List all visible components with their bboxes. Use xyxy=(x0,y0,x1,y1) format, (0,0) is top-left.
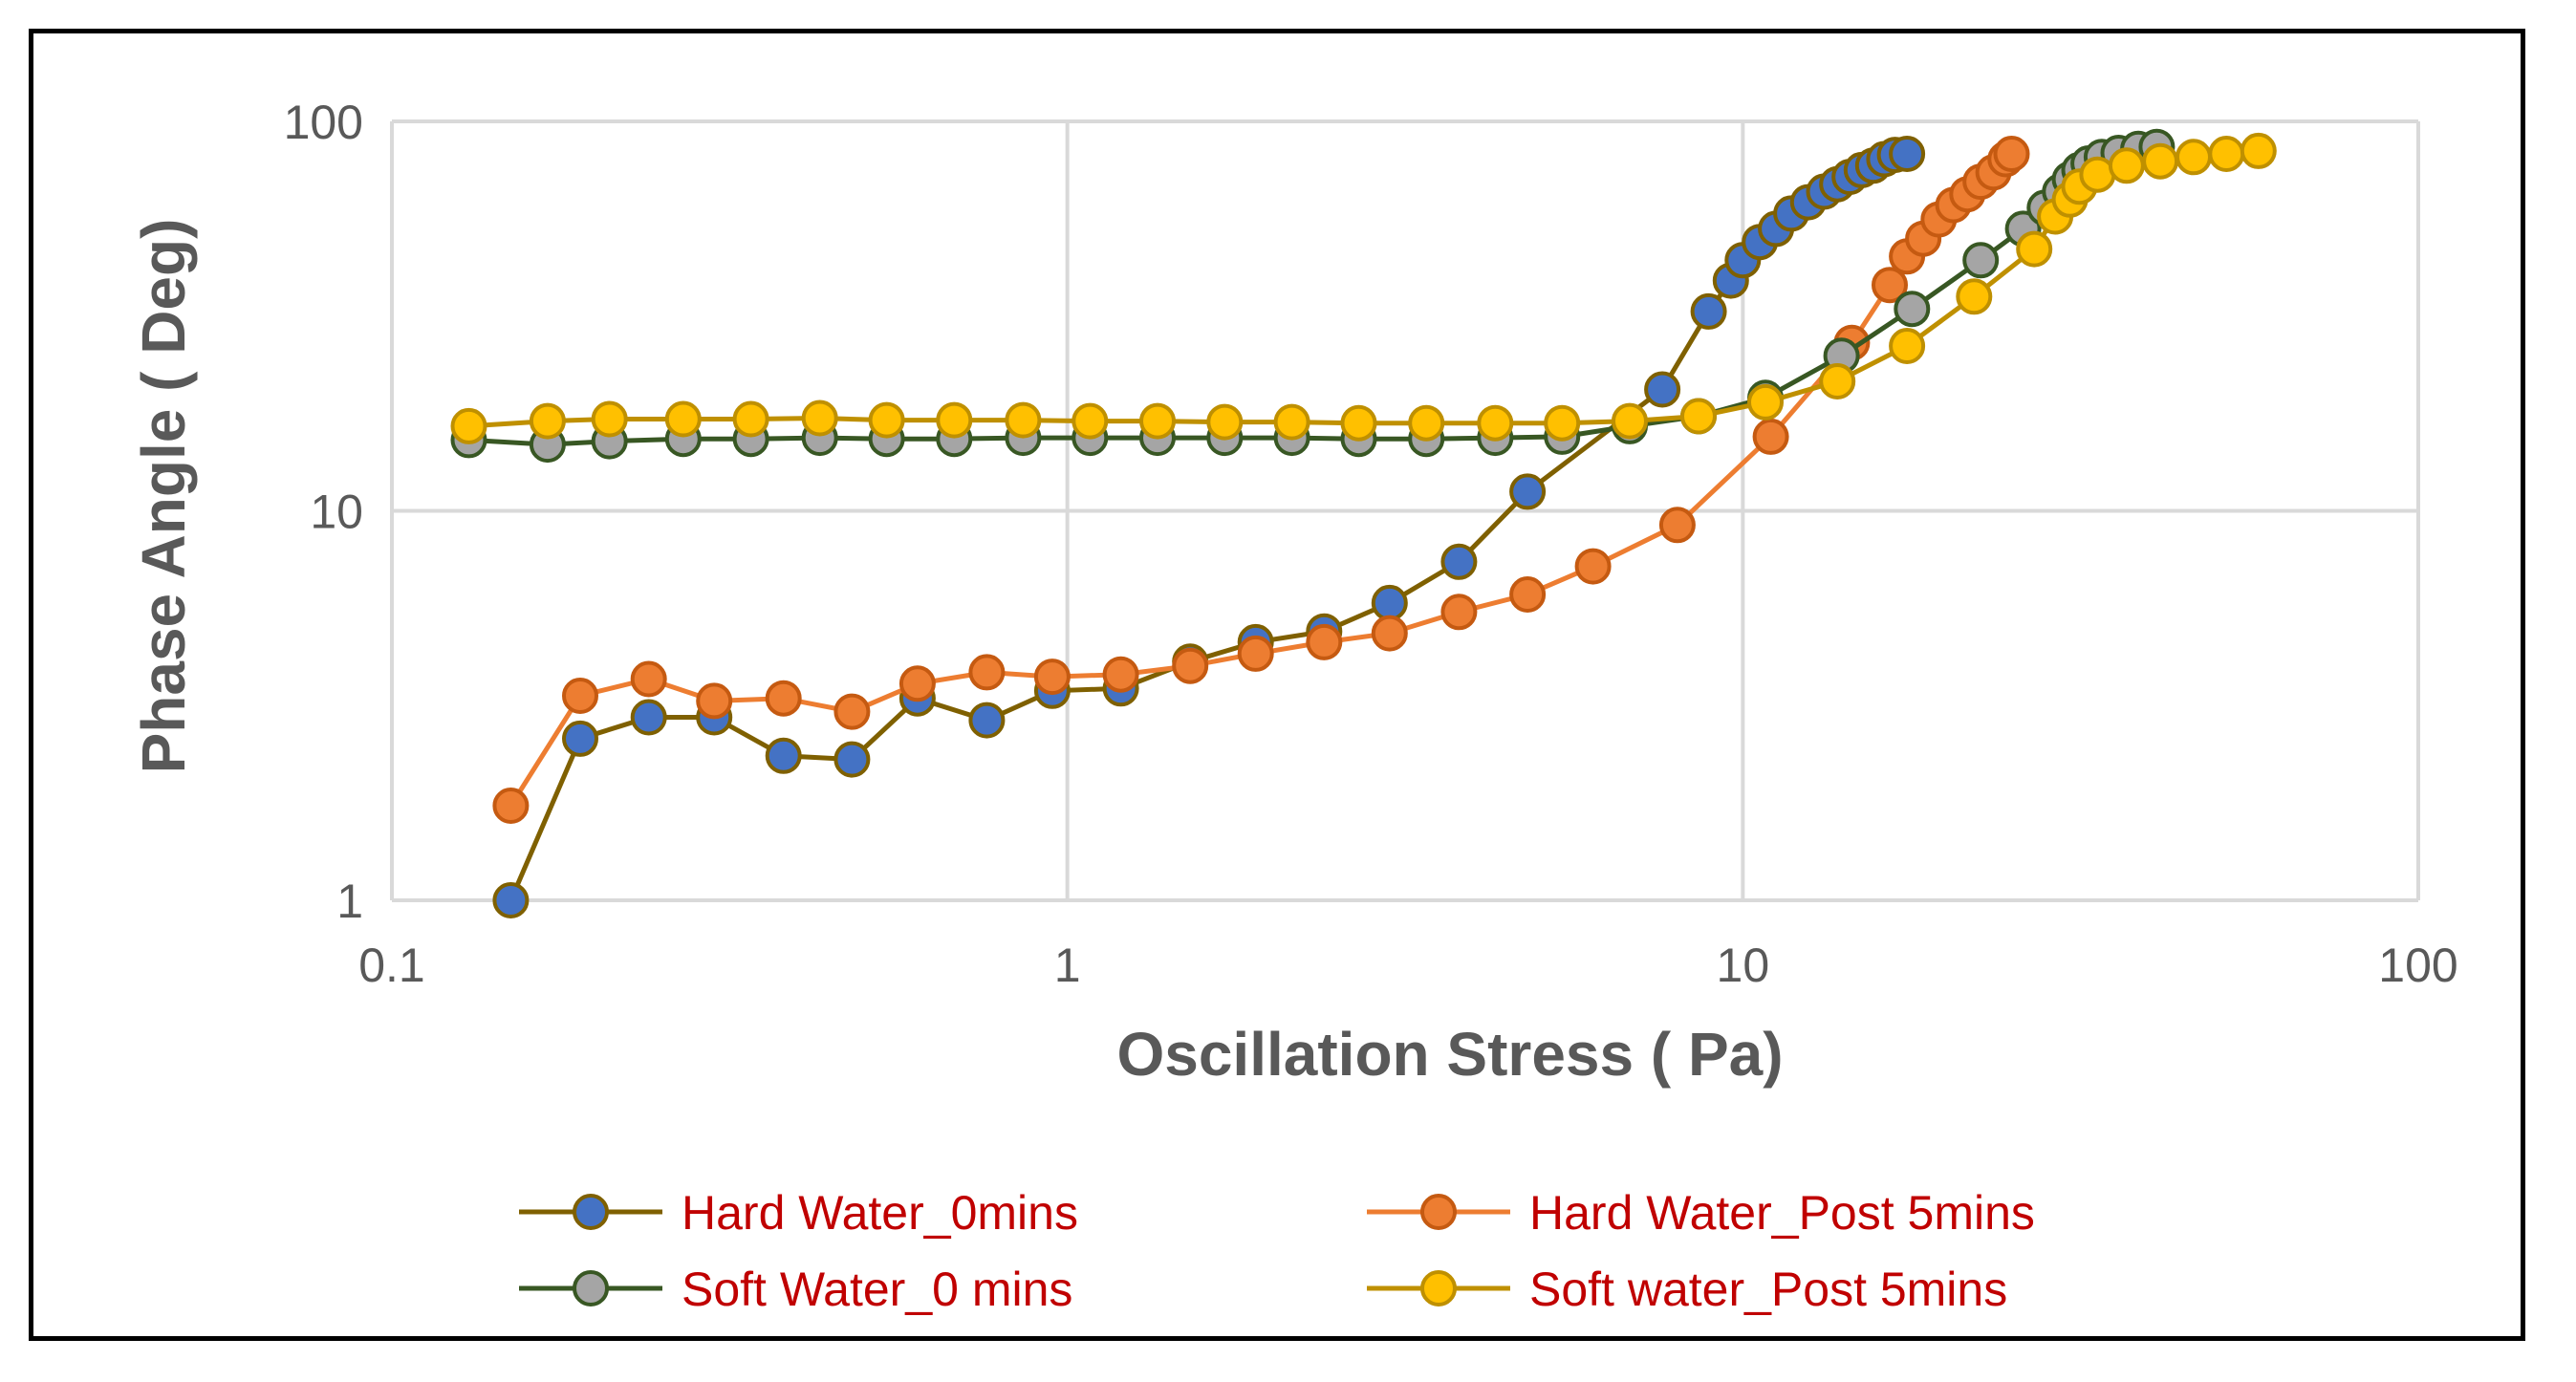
x-tick-label: 1 xyxy=(1054,939,1081,992)
x-tick-label: 0.1 xyxy=(358,939,425,992)
data-point xyxy=(562,678,598,714)
data-point xyxy=(1612,402,1648,440)
data-point xyxy=(1237,635,1274,672)
data-point xyxy=(968,702,1006,739)
chart-frame: 0.1 1 10 100 1 10 100 Oscillation Stress ( Pa)… xyxy=(29,29,2525,1341)
series-layer xyxy=(450,128,2277,918)
data-point xyxy=(630,699,667,736)
legend-label: Hard Water_0mins xyxy=(682,1186,1078,1240)
data-point xyxy=(1956,278,1993,315)
data-point xyxy=(664,400,702,438)
series-4 xyxy=(450,132,2277,444)
data-point xyxy=(1819,363,1856,399)
legend-item: Hard Water_Post 5mins xyxy=(1367,1186,2035,1240)
data-point xyxy=(898,665,936,702)
data-point xyxy=(801,399,838,437)
data-point xyxy=(1371,584,1408,621)
data-point xyxy=(1509,473,1547,510)
legend-marker xyxy=(573,1270,609,1306)
data-point xyxy=(2016,230,2053,268)
data-point xyxy=(1371,615,1408,652)
data-point xyxy=(630,660,667,698)
ticks-layer: 0.1 1 10 100 1 10 100 xyxy=(284,96,2458,992)
data-point xyxy=(1993,136,2030,172)
y-tick-label: 100 xyxy=(284,96,363,149)
data-point xyxy=(1102,656,1139,693)
legend-marker xyxy=(1420,1270,1457,1306)
data-point xyxy=(1306,623,1343,660)
data-point xyxy=(2142,142,2179,180)
data-point xyxy=(1747,383,1784,421)
data-point xyxy=(1273,403,1310,441)
data-point xyxy=(1072,402,1109,440)
data-point xyxy=(562,720,598,757)
data-point xyxy=(968,654,1006,691)
data-point xyxy=(529,402,566,440)
data-point xyxy=(732,400,769,438)
data-point xyxy=(2176,139,2212,176)
series-2 xyxy=(492,136,2030,824)
data-point xyxy=(936,401,973,439)
data-point xyxy=(1889,328,1926,364)
series-line xyxy=(509,152,2014,808)
y-axis-title: Phase Angle ( Deg) xyxy=(129,219,198,774)
series-1 xyxy=(492,136,1926,918)
data-point xyxy=(1033,659,1071,696)
data-point xyxy=(696,682,733,720)
series-line xyxy=(509,151,1908,901)
data-point xyxy=(1172,647,1209,684)
data-point xyxy=(833,741,871,778)
legend-marker xyxy=(573,1194,609,1230)
data-point xyxy=(1440,543,1478,580)
legend-marker xyxy=(1420,1194,1457,1230)
x-axis-title: Oscillation Stress ( Pa) xyxy=(1116,1020,1783,1089)
data-point xyxy=(492,882,530,918)
series-3 xyxy=(450,128,2176,464)
data-point xyxy=(1690,292,1727,330)
data-point xyxy=(2108,147,2145,184)
data-point xyxy=(765,737,802,774)
data-point xyxy=(2208,136,2245,172)
data-point xyxy=(765,680,802,717)
x-tick-label: 100 xyxy=(2378,939,2457,992)
y-tick-label: 1 xyxy=(336,875,363,928)
data-point xyxy=(1894,291,1931,328)
grid-layer xyxy=(390,119,2420,902)
legend-label: Hard Water_Post 5mins xyxy=(1529,1186,2035,1240)
data-point xyxy=(1872,267,1908,304)
data-point xyxy=(1408,404,1445,442)
data-point xyxy=(1889,136,1926,172)
data-point xyxy=(868,401,905,439)
legend-label: Soft Water_0 mins xyxy=(682,1263,1072,1316)
data-point xyxy=(1962,242,2000,279)
data-point xyxy=(1005,401,1042,439)
chart-svg: 0.1 1 10 100 1 10 100 Oscillation Stress ( Pa)… xyxy=(129,96,2458,1316)
data-point xyxy=(1752,418,1789,455)
y-tick-label: 10 xyxy=(310,486,363,539)
data-point xyxy=(2240,132,2277,169)
data-point xyxy=(1680,398,1717,435)
data-point xyxy=(450,407,487,444)
data-point xyxy=(1477,404,1514,442)
data-point xyxy=(1440,594,1478,631)
data-point xyxy=(833,693,871,730)
legend-item: Soft water_Post 5mins xyxy=(1367,1263,2007,1316)
data-point xyxy=(1544,404,1581,442)
data-point xyxy=(492,788,530,824)
data-point xyxy=(1574,548,1612,585)
data-point xyxy=(591,400,628,438)
data-point xyxy=(1206,403,1244,441)
legend-label: Soft water_Post 5mins xyxy=(1529,1263,2007,1316)
data-point xyxy=(1658,507,1696,544)
x-tick-label: 10 xyxy=(1717,939,1770,992)
legend-item: Soft Water_0 mins xyxy=(519,1263,1072,1316)
data-point xyxy=(1139,402,1176,440)
data-point xyxy=(1509,576,1547,613)
data-point xyxy=(1340,404,1377,442)
data-point xyxy=(1644,371,1681,408)
legend-item: Hard Water_0mins xyxy=(519,1186,1078,1240)
legend: Hard Water_0mins Hard Water_Post 5mins Sof… xyxy=(519,1186,2035,1316)
